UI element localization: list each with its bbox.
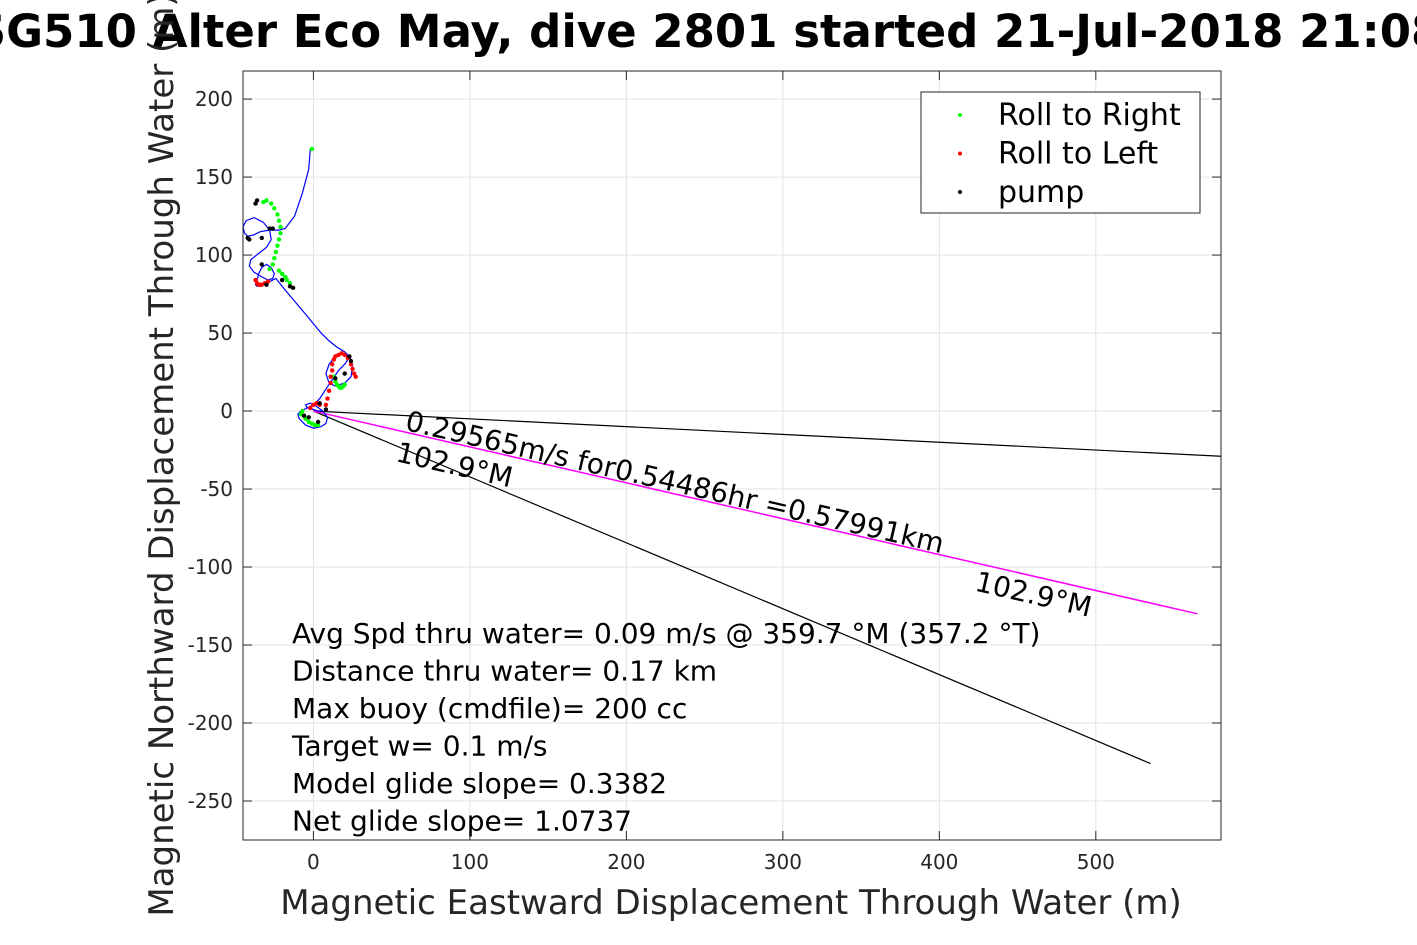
- dive-heading-line: [313, 410, 1222, 457]
- roll-left-point: [350, 366, 355, 372]
- y-tick-label: 50: [208, 321, 233, 345]
- roll-right-point: [276, 218, 282, 223]
- pump-point: [270, 226, 275, 231]
- legend-label: Roll to Right: [998, 98, 1181, 133]
- roll-left-point: [329, 368, 335, 373]
- current-heading-line: [313, 410, 1151, 765]
- pump-point: [347, 354, 352, 359]
- x-tick-label: 400: [920, 850, 958, 874]
- y-tick-label: -100: [188, 555, 233, 579]
- pump-point: [315, 419, 321, 425]
- pump-point: [290, 285, 296, 291]
- plot-track: [242, 148, 354, 429]
- ticks: 0 100 200 300 400 500200150100500-50-100-150-…: [188, 71, 1221, 874]
- roll-right-point: [342, 382, 347, 387]
- roll-right-point: [278, 231, 283, 236]
- stats-block: Avg Spd thru water= 0.09 m/s @ 359.7 °M …: [291, 617, 1040, 838]
- x-tick-label: 300: [764, 850, 802, 874]
- x-tick-label: 500: [1077, 850, 1115, 874]
- legend-marker: [958, 113, 962, 117]
- y-axis-label: Magnetic Northward Displacement Through …: [142, 0, 182, 917]
- roll-left-point: [328, 374, 333, 379]
- stat-line: Avg Spd thru water= 0.09 m/s @ 359.7 °M …: [292, 617, 1040, 650]
- pump-point: [259, 235, 264, 241]
- pump-point: [333, 376, 338, 381]
- roll-right-point: [273, 249, 279, 255]
- roll-right-point: [272, 255, 277, 261]
- y-tick-label: 0: [220, 399, 233, 423]
- stat-line: Max buoy (cmdfile)= 200 cc: [292, 692, 687, 725]
- legend-box: [920, 91, 1201, 214]
- pump-point: [254, 198, 260, 203]
- roll-right-point: [272, 206, 277, 211]
- roll-left-point: [325, 396, 330, 401]
- x-tick-label: 200: [607, 850, 645, 874]
- roll-left-point: [353, 374, 358, 379]
- legend-label: Roll to Left: [998, 137, 1158, 172]
- roll-right-point: [264, 198, 269, 203]
- pump-point: [267, 226, 272, 231]
- pump-point: [259, 262, 264, 267]
- roll-right-point: [268, 201, 274, 206]
- pump-point: [348, 358, 354, 364]
- roll-right-point: [276, 268, 282, 273]
- roll-right-point: [312, 422, 318, 428]
- roll-left-point: [323, 402, 329, 408]
- y-tick-label: 100: [195, 243, 233, 267]
- glider-track-line: [242, 148, 354, 429]
- roll-right-point: [287, 280, 293, 286]
- legend-marker: [958, 190, 962, 194]
- stat-line: Distance thru water= 0.17 km: [292, 655, 717, 688]
- roll-left-point: [329, 362, 335, 367]
- roll-right-point: [267, 266, 272, 272]
- legend-marker: [958, 151, 962, 156]
- roll-right-point: [278, 224, 283, 230]
- roll-left-point: [342, 352, 347, 358]
- roll-right-point: [270, 262, 275, 267]
- roll-right-point: [275, 243, 280, 248]
- roll-left-point: [348, 362, 354, 367]
- plot-markers: [245, 146, 358, 428]
- pump-point: [342, 371, 347, 376]
- stat-line: Target w= 0.1 m/s: [291, 730, 548, 763]
- x-axis-label: Magnetic Eastward Displacement Through W…: [280, 883, 1182, 923]
- x-tick-label: 100: [451, 850, 489, 874]
- roll-left-point: [328, 380, 333, 386]
- chart-title: SG510 Alter Eco May, dive 2801 started 2…: [0, 5, 1417, 58]
- net-displacement-line: [313, 410, 1198, 615]
- y-tick-label: 150: [195, 165, 233, 189]
- pump-point: [279, 277, 285, 283]
- pump-point: [323, 407, 329, 412]
- roll-right-point: [309, 146, 315, 152]
- x-tick-label: 0: [307, 850, 320, 874]
- legend-label: pump: [998, 175, 1084, 210]
- stat-line: Model glide slope= 0.3382: [292, 767, 667, 800]
- pump-point: [317, 401, 322, 406]
- roll-right-point: [276, 237, 282, 242]
- roll-left-point: [326, 388, 332, 393]
- y-tick-label: 200: [195, 87, 233, 111]
- plot-lines: [313, 410, 1222, 765]
- pump-point: [264, 282, 269, 287]
- grid: [243, 71, 1221, 840]
- roll-right-point: [279, 271, 285, 276]
- stat-line: Net glide slope= 1.0737: [292, 805, 632, 838]
- pump-point: [245, 235, 250, 241]
- y-tick-label: -200: [188, 711, 233, 735]
- y-tick-label: -50: [200, 477, 233, 501]
- pump-point: [306, 415, 311, 420]
- roll-right-point: [284, 277, 290, 283]
- pump-point: [301, 413, 307, 418]
- axes-box: [242, 70, 1222, 841]
- roll-right-point: [275, 212, 280, 217]
- y-tick-label: -250: [188, 789, 233, 813]
- roll-right-point: [315, 422, 321, 428]
- roll-left-point: [308, 405, 313, 411]
- y-tick-label: -150: [188, 633, 233, 657]
